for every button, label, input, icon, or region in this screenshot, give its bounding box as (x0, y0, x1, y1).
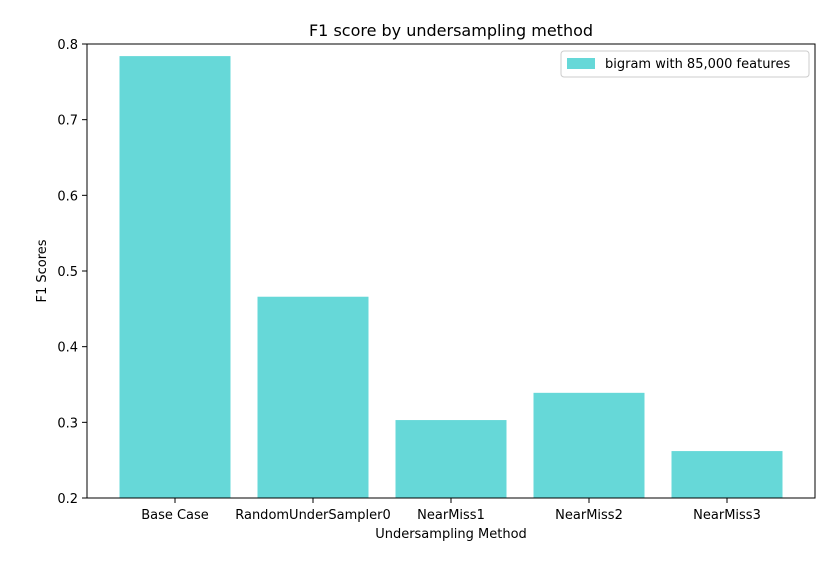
x-axis-label: Undersampling Method (375, 527, 527, 542)
legend: bigram with 85,000 features (560, 50, 810, 78)
legend-entry-label: bigram with 85,000 features (605, 57, 790, 72)
chart-title: F1 score by undersampling method (309, 21, 593, 40)
x-tick-label: NearMiss3 (693, 508, 761, 523)
bar-nearmiss1 (395, 420, 507, 498)
y-axis-ticks: 0.2 0.3 0.4 0.5 0.6 0.7 0.8 (57, 38, 87, 507)
y-tick-label: 0.3 (57, 416, 78, 431)
y-tick-label: 0.6 (57, 189, 78, 204)
legend-swatch (567, 58, 595, 69)
x-tick-label: RandomUnderSampler0 (235, 508, 391, 523)
bar-randomundersampler0 (257, 296, 369, 498)
y-tick-label: 0.7 (57, 114, 78, 129)
y-axis-label: F1 Scores (35, 239, 50, 302)
x-axis-ticks: Base Case RandomUnderSampler0 NearMiss1 Nea… (141, 498, 761, 523)
bar-base-case (119, 56, 231, 499)
y-tick-label: 0.2 (57, 492, 78, 507)
y-tick-label: 0.4 (57, 341, 78, 356)
bar-nearmiss3 (671, 451, 783, 498)
plot-frame (86, 43, 816, 499)
y-tick-label: 0.5 (57, 265, 78, 280)
x-tick-label: Base Case (141, 508, 209, 523)
bar-nearmiss2 (533, 392, 645, 498)
bars-group (119, 56, 783, 499)
x-tick-label: NearMiss2 (555, 508, 623, 523)
y-tick-label: 0.8 (57, 38, 78, 53)
x-tick-label: NearMiss1 (417, 508, 485, 523)
legend-box (560, 50, 810, 78)
